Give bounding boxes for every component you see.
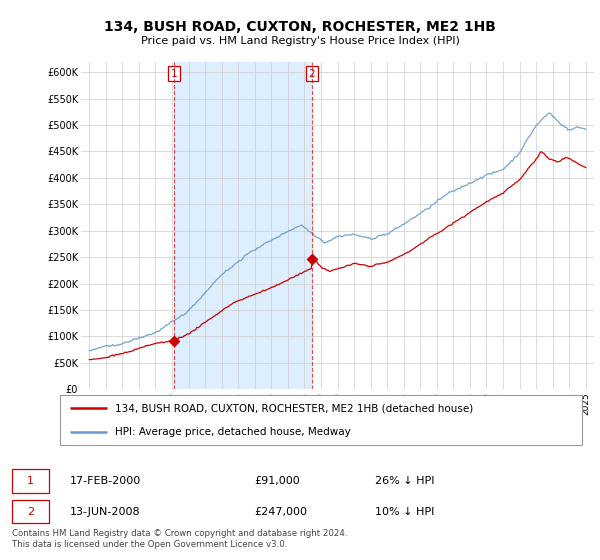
Text: 13-JUN-2008: 13-JUN-2008	[70, 507, 140, 517]
Text: 1: 1	[27, 476, 34, 486]
Text: 10% ↓ HPI: 10% ↓ HPI	[375, 507, 434, 517]
Text: £247,000: £247,000	[254, 507, 307, 517]
Text: Contains HM Land Registry data © Crown copyright and database right 2024.
This d: Contains HM Land Registry data © Crown c…	[12, 529, 347, 549]
Text: 134, BUSH ROAD, CUXTON, ROCHESTER, ME2 1HB (detached house): 134, BUSH ROAD, CUXTON, ROCHESTER, ME2 1…	[115, 403, 473, 413]
Text: 2: 2	[308, 69, 315, 79]
Text: 2: 2	[27, 507, 34, 517]
Bar	[12, 500, 49, 524]
Bar	[12, 469, 49, 493]
Text: 134, BUSH ROAD, CUXTON, ROCHESTER, ME2 1HB: 134, BUSH ROAD, CUXTON, ROCHESTER, ME2 1…	[104, 20, 496, 34]
Text: 1: 1	[170, 69, 178, 79]
Text: 26% ↓ HPI: 26% ↓ HPI	[375, 476, 434, 486]
Bar	[174, 62, 312, 389]
Text: £91,000: £91,000	[254, 476, 299, 486]
Text: HPI: Average price, detached house, Medway: HPI: Average price, detached house, Medw…	[115, 427, 350, 437]
Text: 17-FEB-2000: 17-FEB-2000	[70, 476, 141, 486]
Text: Price paid vs. HM Land Registry's House Price Index (HPI): Price paid vs. HM Land Registry's House …	[140, 36, 460, 46]
